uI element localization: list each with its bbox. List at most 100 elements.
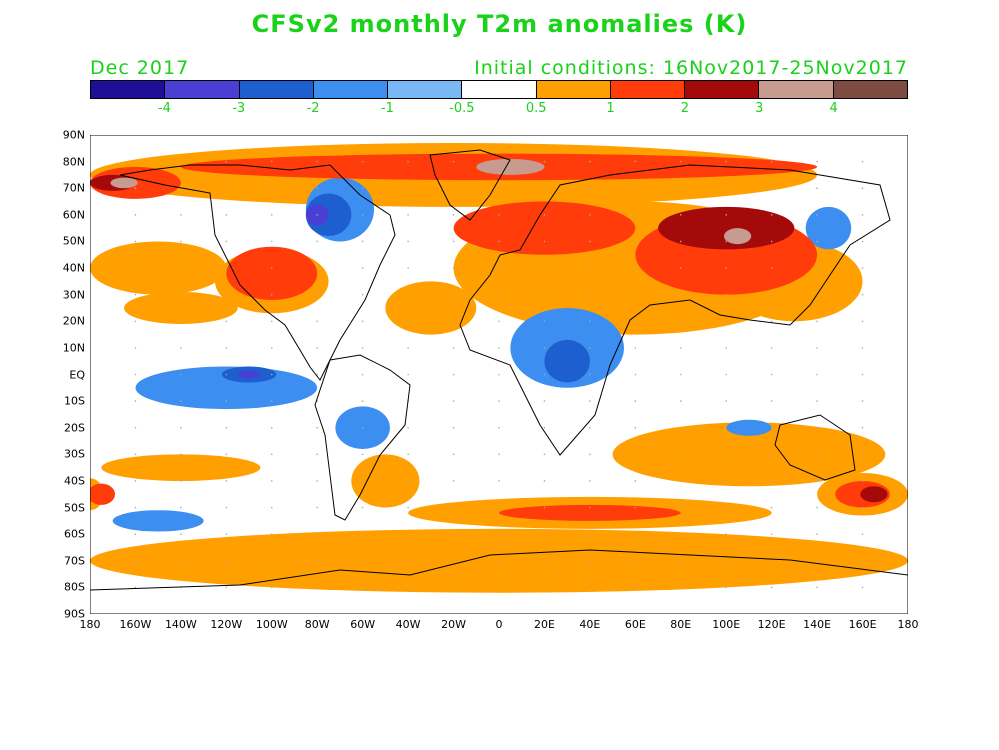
grid-dot [316,160,319,163]
grid-dot [316,453,319,456]
grid-dot [270,347,273,349]
grid-dot [498,426,500,429]
grid-dot [816,187,818,190]
grid-dot [407,187,409,190]
grid-dot [816,506,818,509]
anomaly-region [860,486,888,503]
grid-dot [770,533,773,535]
grid-dot [861,559,864,562]
grid-dot [134,453,137,456]
grid-dot [180,373,182,376]
anomaly-region [124,292,238,324]
grid-dot [543,400,546,402]
grid-dot [770,559,773,562]
grid-dot [861,426,864,429]
grid-dot [225,240,228,243]
grid-dot [589,453,591,456]
colorbar-swatch [759,81,834,98]
grid-dot [225,453,228,456]
grid-dot [180,426,182,429]
grid-dot [770,187,773,190]
anomaly-region [90,483,115,505]
grid-dot [180,160,182,163]
grid-dot [861,586,864,589]
grid-dot [270,187,273,190]
grid-dot [543,320,546,323]
anomaly-region [112,510,204,532]
grid-dot [589,559,591,562]
grid-dot [134,426,137,429]
grid-dot [816,373,818,376]
grid-dot [134,506,137,509]
grid-dot [498,267,500,269]
grid-dot [134,373,137,376]
grid-dot [316,426,319,429]
grid-dot [134,240,137,243]
colorbar-swatch [685,81,760,98]
latitude-tick-label: 80N [62,155,85,169]
grid-dot [589,320,591,323]
anomaly-region [226,246,318,300]
grid-dot [361,373,364,376]
grid-dot [407,480,409,482]
grid-dot [770,267,773,269]
grid-dot [407,533,409,535]
grid-dot [634,187,637,190]
grid-dot [589,267,591,269]
latitude-tick-label: 30N [62,288,85,302]
grid-dot [498,586,500,589]
grid-dot [634,347,637,349]
anomaly-region [658,206,795,250]
grid-dot [725,267,728,269]
grid-dot [634,267,637,269]
grid-dot [816,453,818,456]
grid-dot [634,453,637,456]
grid-dot [225,586,228,589]
grid-dot [498,160,500,163]
colorbar-tick-label: 4 [829,101,838,116]
grid-dot [770,506,773,509]
latitude-tick-label: 80S [64,580,85,594]
grid-dot [770,214,773,216]
grid-dot [861,400,864,402]
grid-dot [452,187,455,190]
grid-dot [361,240,364,243]
grid-dot [361,586,364,589]
grid-dot [225,267,228,269]
grid-dot [816,347,818,349]
grid-dot [634,586,637,589]
coastline-australia [774,414,856,481]
grid-dot [589,400,591,402]
longitude-tick-label: 100E [712,618,741,631]
coastline-antarctica [89,549,909,591]
grid-dot [816,240,818,243]
grid-dot [725,214,728,216]
grid-dot [316,586,319,589]
grid-dot [770,400,773,402]
grid-dot [361,426,364,429]
longitude-tick-label: 40E [579,618,601,631]
grid-dot [543,586,546,589]
grid-dot [452,453,455,456]
grid-dot [725,373,728,376]
grid-dot [816,559,818,562]
grid-dot [679,453,682,456]
latitude-tick-label: 40N [62,261,85,275]
grid-dot [361,320,364,323]
grid-dot [816,400,818,402]
grid-dot [316,559,319,562]
grid-dot [543,533,546,535]
grid-dot [134,267,137,269]
grid-dot [270,586,273,589]
grid-dot [589,533,591,535]
grid-dot [498,214,500,216]
grid-dot [180,347,182,349]
grid-dot [134,187,137,190]
grid-dot [225,559,228,562]
grid-dot [407,347,409,349]
grid-dot [679,480,682,482]
grid-dot [225,400,228,402]
longitude-tick-label: 80W [304,618,330,631]
grid-dot [498,187,500,190]
grid-dot [225,214,228,216]
